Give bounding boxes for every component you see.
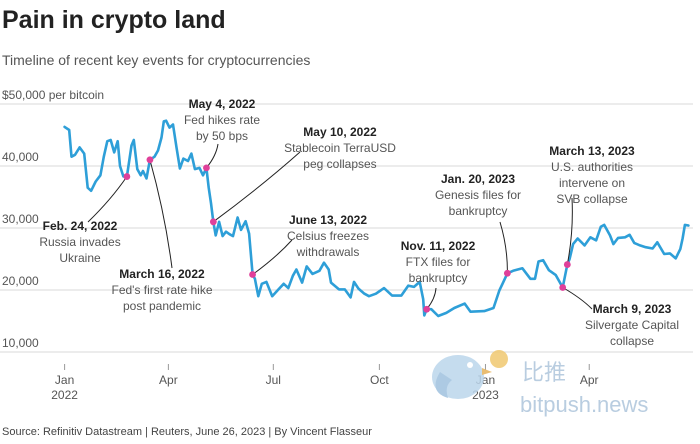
watermark: 比推 bitpush.news	[432, 350, 648, 417]
annotation-text: withdrawals	[296, 245, 360, 259]
annotation-mar13: March 13, 2023 U.S. authorities intervene …	[549, 144, 635, 206]
y-tick-label: 30,000	[2, 212, 39, 226]
x-tick-label: Jan	[55, 373, 74, 387]
event-marker-mar16	[146, 156, 154, 164]
annotation-jan20: Jan. 20, 2023 Genesis files for bankruptcy	[435, 172, 521, 218]
bird-logo-icon	[432, 350, 508, 399]
annotation-date: May 10, 2022	[303, 125, 377, 139]
annotation-jun13: June 13, 2022 Celsius freezes withdrawals	[287, 213, 369, 259]
annotation-text: SVB collapse	[556, 192, 628, 206]
annotation-text: Fed hikes rate	[184, 113, 260, 127]
annotation-feb24: Feb. 24, 2022 Russia invades Ukraine	[39, 219, 120, 265]
x-tick-year: 2023	[472, 388, 499, 402]
event-marker-nov11	[423, 305, 431, 313]
y-tick-label: 10,000	[2, 336, 39, 350]
annotation-date: May 4, 2022	[189, 97, 256, 111]
annotation-text: Ukraine	[59, 251, 101, 265]
bitcoin-price-line	[63, 119, 690, 318]
annotation-date: Feb. 24, 2022	[43, 219, 118, 233]
annotation-text: by 50 bps	[196, 129, 248, 143]
annotation-labels: Feb. 24, 2022 Russia invades Ukraine March …	[39, 97, 679, 348]
event-markers	[123, 156, 571, 313]
annotation-date: Jan. 20, 2023	[441, 172, 515, 186]
bird-beak	[482, 368, 492, 375]
x-tick-label: Jul	[266, 373, 281, 387]
x-tick-label: Apr	[580, 373, 599, 387]
x-tick-label: Apr	[159, 373, 178, 387]
leader-jan20	[499, 221, 508, 274]
leader-mar16	[149, 159, 173, 269]
leader-mar9	[562, 287, 593, 310]
x-tick-label: Oct	[370, 373, 389, 387]
watermark-en: bitpush.news	[520, 392, 648, 417]
chart-subtitle: Timeline of recent key events for crypto…	[2, 52, 311, 68]
leader-mar13	[566, 197, 573, 265]
annotation-nov11: Nov. 11, 2022 FTX files for bankruptcy	[401, 239, 476, 285]
annotation-mar9: March 9, 2023 Silvergate Capital collapse	[585, 302, 679, 348]
coin-icon	[490, 350, 508, 368]
y-tick-label: 40,000	[2, 150, 39, 164]
event-marker-mar13	[563, 261, 571, 268]
annotation-may10: May 10, 2022 Stablecoin TerraUSD peg colla…	[284, 125, 396, 171]
leader-jun13	[252, 239, 293, 275]
annotation-mar16: March 16, 2022 Fed's first rate hike post …	[112, 267, 213, 313]
annotation-date: March 16, 2022	[119, 267, 205, 281]
leader-may10	[213, 151, 301, 223]
annotation-text: peg collapses	[303, 157, 376, 171]
bird-eye	[467, 362, 473, 368]
annotation-text: post pandemic	[123, 299, 201, 313]
annotation-text: Celsius freezes	[287, 229, 369, 243]
x-tick-year: 2022	[51, 388, 78, 402]
leader-feb24	[87, 176, 128, 223]
annotation-text: Russia invades	[39, 235, 120, 249]
annotation-text: Genesis files for	[435, 188, 521, 202]
annotation-text: intervene on	[559, 176, 625, 190]
annotation-date: June 13, 2022	[289, 213, 367, 227]
annotation-text: Silvergate Capital	[585, 318, 679, 332]
gridlines: $50,000 per bitcoin 40,000 30,000 20,000 10,…	[0, 88, 693, 353]
annotation-date: Nov. 11, 2022	[401, 239, 476, 253]
leader-may4	[206, 143, 219, 169]
bird-wing	[435, 372, 452, 398]
annotation-text: U.S. authorities	[551, 160, 633, 174]
event-marker-feb24	[123, 173, 131, 180]
annotation-may4: May 4, 2022 Fed hikes rate by 50 bps	[184, 97, 260, 143]
event-marker-may4	[203, 164, 210, 172]
event-marker-may10	[209, 218, 217, 226]
annotation-text: Stablecoin TerraUSD	[284, 141, 396, 155]
annotation-text: collapse	[610, 334, 654, 348]
event-marker-jan20	[503, 269, 511, 277]
event-marker-jun13	[249, 271, 256, 278]
annotation-text: bankruptcy	[409, 271, 468, 285]
leader-nov11	[426, 287, 437, 310]
source-footer: Source: Refinitiv Datastream | Reuters, …	[2, 426, 372, 438]
annotation-text: bankruptcy	[449, 204, 508, 218]
y-tick-label: $50,000 per bitcoin	[2, 88, 104, 102]
y-tick-label: 20,000	[2, 274, 39, 288]
annotation-date: March 13, 2023	[549, 144, 635, 158]
annotation-text: FTX files for	[406, 255, 471, 269]
watermark-cn: 比推	[522, 360, 566, 385]
price-series	[63, 119, 690, 318]
annotation-text: Fed's first rate hike	[112, 283, 213, 297]
chart-title: Pain in crypto land	[2, 6, 226, 34]
annotation-date: March 9, 2023	[593, 302, 672, 316]
event-marker-mar9	[559, 284, 567, 291]
